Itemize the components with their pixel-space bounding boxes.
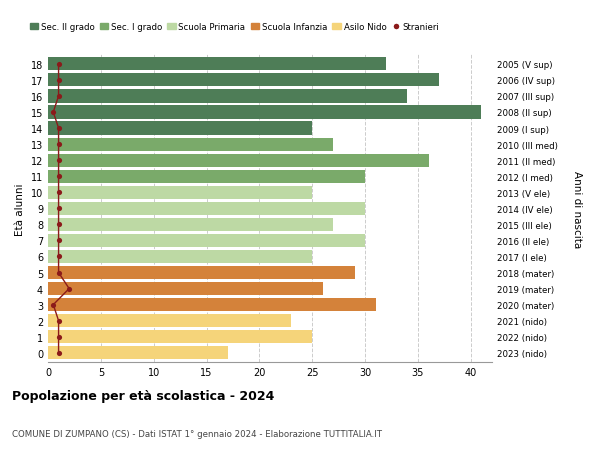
Point bbox=[54, 77, 64, 84]
Legend: Sec. II grado, Sec. I grado, Scuola Primaria, Scuola Infanzia, Asilo Nido, Stran: Sec. II grado, Sec. I grado, Scuola Prim… bbox=[26, 19, 443, 35]
Point bbox=[54, 125, 64, 133]
Point bbox=[54, 269, 64, 277]
Bar bbox=[48, 234, 365, 247]
Point bbox=[54, 93, 64, 101]
Point bbox=[54, 221, 64, 229]
Point bbox=[54, 237, 64, 245]
Point bbox=[54, 253, 64, 261]
Bar bbox=[48, 266, 355, 280]
Point bbox=[54, 189, 64, 196]
Point bbox=[54, 61, 64, 68]
Bar bbox=[48, 90, 407, 103]
Point bbox=[54, 333, 64, 341]
Bar bbox=[48, 170, 365, 184]
Y-axis label: Anni di nascita: Anni di nascita bbox=[572, 170, 581, 247]
Bar bbox=[48, 202, 365, 215]
Bar bbox=[48, 298, 376, 312]
Bar bbox=[48, 330, 312, 343]
Bar bbox=[48, 74, 439, 87]
Bar bbox=[48, 58, 386, 71]
Bar bbox=[48, 218, 334, 231]
Bar bbox=[48, 122, 312, 135]
Bar bbox=[48, 250, 312, 263]
Point bbox=[54, 141, 64, 148]
Point bbox=[54, 317, 64, 325]
Bar bbox=[48, 106, 481, 119]
Point bbox=[49, 109, 58, 117]
Point bbox=[49, 301, 58, 308]
Point bbox=[54, 205, 64, 213]
Point bbox=[64, 285, 74, 292]
Point bbox=[54, 349, 64, 357]
Bar bbox=[48, 186, 312, 199]
Text: Popolazione per età scolastica - 2024: Popolazione per età scolastica - 2024 bbox=[12, 389, 274, 403]
Bar bbox=[48, 347, 228, 359]
Bar bbox=[48, 138, 334, 151]
Bar bbox=[48, 282, 323, 296]
Text: COMUNE DI ZUMPANO (CS) - Dati ISTAT 1° gennaio 2024 - Elaborazione TUTTITALIA.IT: COMUNE DI ZUMPANO (CS) - Dati ISTAT 1° g… bbox=[12, 429, 382, 438]
Bar bbox=[48, 314, 291, 328]
Point bbox=[54, 157, 64, 164]
Y-axis label: Età alunni: Età alunni bbox=[15, 183, 25, 235]
Bar bbox=[48, 154, 428, 168]
Point bbox=[54, 173, 64, 180]
